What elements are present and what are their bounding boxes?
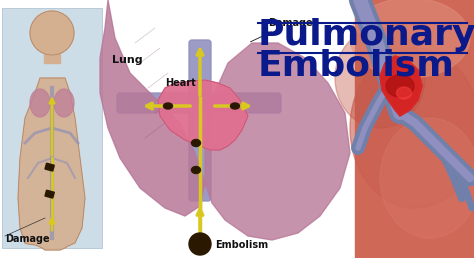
Bar bbox=[45, 190, 55, 198]
Bar bbox=[355, 0, 474, 258]
Polygon shape bbox=[158, 80, 248, 150]
Text: Embolism: Embolism bbox=[258, 48, 455, 82]
Ellipse shape bbox=[191, 140, 201, 147]
Text: Lung: Lung bbox=[112, 55, 143, 65]
Ellipse shape bbox=[380, 118, 474, 238]
Polygon shape bbox=[380, 56, 422, 116]
Polygon shape bbox=[100, 0, 205, 216]
Ellipse shape bbox=[191, 166, 201, 173]
Polygon shape bbox=[380, 56, 422, 116]
Ellipse shape bbox=[30, 89, 50, 117]
Ellipse shape bbox=[164, 103, 173, 109]
Ellipse shape bbox=[335, 28, 425, 128]
Circle shape bbox=[30, 11, 74, 55]
FancyBboxPatch shape bbox=[205, 93, 281, 113]
Ellipse shape bbox=[350, 48, 474, 208]
Ellipse shape bbox=[350, 0, 470, 78]
Text: Heart: Heart bbox=[165, 78, 196, 88]
Ellipse shape bbox=[386, 75, 414, 97]
FancyBboxPatch shape bbox=[189, 40, 211, 201]
FancyBboxPatch shape bbox=[117, 93, 203, 113]
Bar bbox=[44, 43, 60, 63]
Ellipse shape bbox=[54, 89, 74, 117]
Polygon shape bbox=[205, 43, 350, 240]
Text: Damage: Damage bbox=[5, 234, 50, 244]
Text: Damage: Damage bbox=[251, 18, 313, 42]
Bar bbox=[45, 163, 55, 171]
Circle shape bbox=[189, 233, 211, 255]
Text: Embolism: Embolism bbox=[215, 240, 268, 250]
Ellipse shape bbox=[230, 103, 239, 109]
Ellipse shape bbox=[396, 87, 411, 99]
Text: Pulmonary: Pulmonary bbox=[258, 18, 474, 52]
Bar bbox=[2, 8, 102, 248]
Polygon shape bbox=[18, 78, 85, 250]
